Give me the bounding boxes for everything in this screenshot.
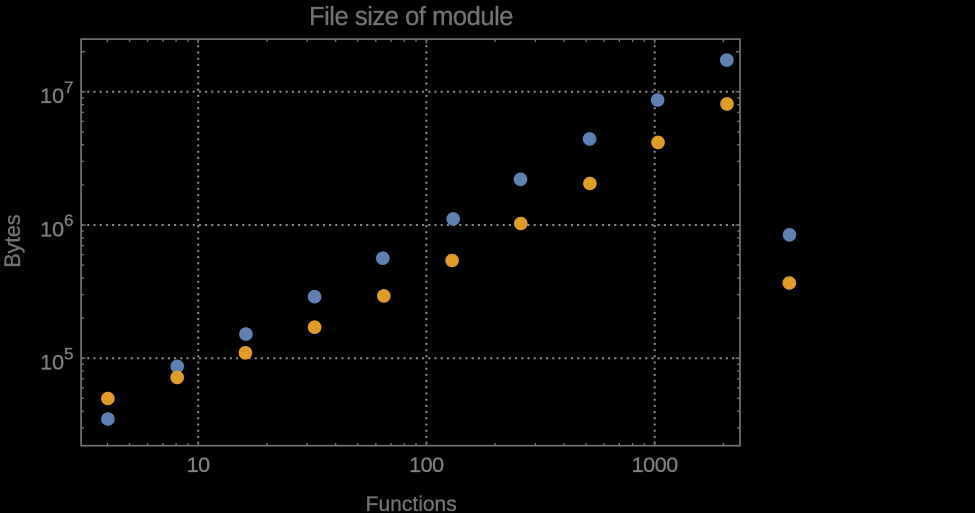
svg-text:File size of module: File size of module [309,3,513,31]
svg-text:Functions: Functions [366,493,457,513]
svg-text:10: 10 [187,453,211,477]
svg-text:Bytes: Bytes [0,214,25,267]
svg-text:100: 100 [409,453,444,477]
svg-text:1000: 1000 [632,453,679,477]
